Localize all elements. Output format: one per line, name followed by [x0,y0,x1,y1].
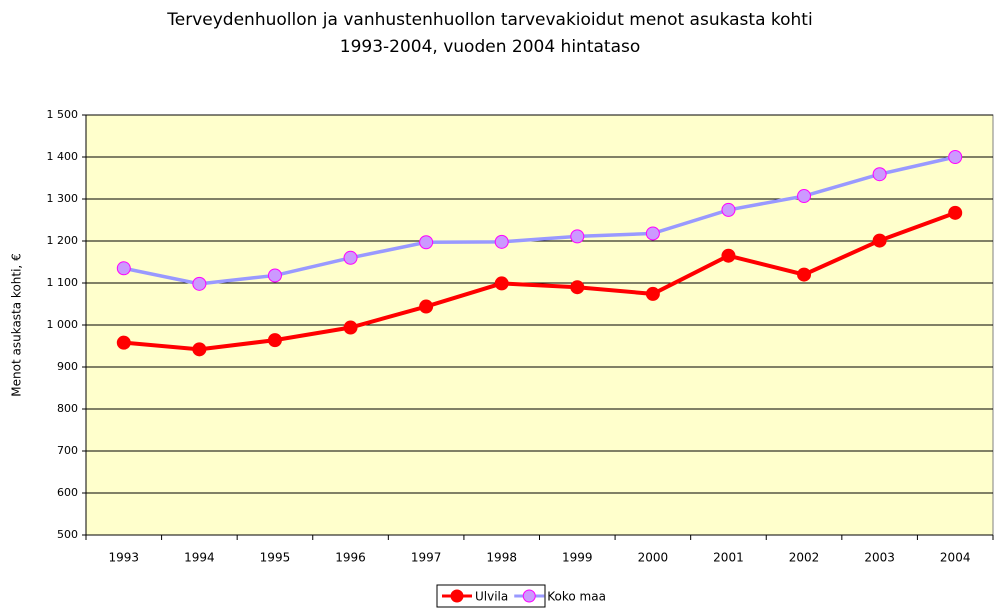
chart-title: 1993-2004, vuoden 2004 hintataso [340,37,641,57]
data-point [419,299,434,314]
data-point [645,226,660,241]
x-tick-label: 2003 [864,551,895,565]
x-tick-label: 1993 [109,551,140,565]
y-tick-label: 1 200 [47,234,79,247]
x-tick-label: 1998 [486,551,517,565]
data-point [948,205,963,220]
data-point [116,261,131,276]
x-tick-label: 2004 [940,551,971,565]
y-tick-label: 800 [57,402,78,415]
x-tick-label: 2000 [638,551,669,565]
y-tick-label: 700 [57,444,78,457]
data-point [192,342,207,357]
x-tick-label: 1994 [184,551,215,565]
y-axis-label: Menot asukasta kohti, € [10,253,24,396]
data-point [192,276,207,291]
data-point [872,167,887,182]
legend-label: Koko maa [547,590,606,604]
data-point [797,267,812,282]
y-tick-label: 500 [57,528,78,541]
y-tick-label: 1 400 [47,150,79,163]
data-point [494,234,509,249]
x-tick-label: 1996 [335,551,366,565]
series-line [123,155,956,286]
x-tick-label: 2002 [789,551,820,565]
data-point [797,189,812,204]
y-tick-label: 600 [57,486,78,499]
data-point [267,268,282,283]
data-point [948,150,963,164]
y-tick-label: 1 300 [47,192,79,205]
legend-label: Ulvila [475,590,508,604]
x-tick-label: 2001 [713,551,744,565]
data-point [494,276,509,291]
data-point [116,335,131,350]
legend-box [436,584,546,608]
data-point [343,250,358,265]
data-point [267,333,282,348]
legend-marker [522,589,536,603]
x-tick-label: 1997 [411,551,442,565]
data-point [645,286,660,301]
x-tick-label: 1995 [260,551,291,565]
data-point [419,235,434,250]
data-point [721,248,736,263]
chart-title: Terveydenhuollon ja vanhustenhuollon tar… [166,10,812,30]
y-tick-label: 1 100 [47,276,79,289]
y-tick-label: 1 500 [47,108,79,121]
y-tick-label: 1 000 [47,318,79,331]
data-point [570,229,585,244]
data-point [343,320,358,335]
data-point [872,233,887,248]
series-line [123,210,956,352]
y-tick-label: 900 [57,360,78,373]
data-point [570,280,585,295]
data-point [721,202,736,217]
legend-marker [450,589,464,603]
x-tick-label: 1999 [562,551,593,565]
